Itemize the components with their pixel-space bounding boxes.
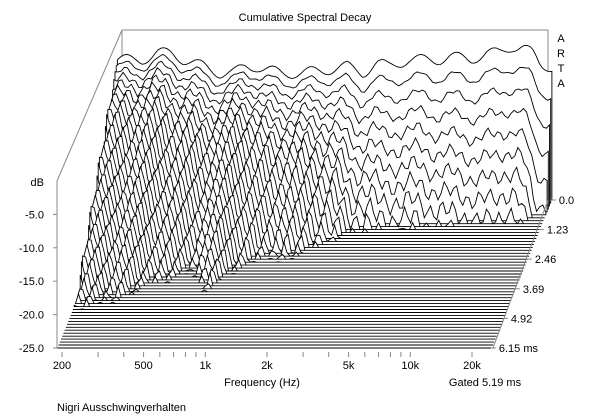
y-tick-label: -25.0 — [19, 343, 44, 355]
x-tick-label: 5k — [343, 360, 355, 372]
z-tick-label: 4.92 — [511, 313, 532, 325]
arta-logo: A R T A — [557, 33, 565, 90]
arta-letter: R — [557, 48, 565, 60]
z-axis — [492, 199, 549, 349]
decay-slice — [73, 297, 509, 308]
y-ticks: -5.0 -10.0 -15.0 -20.0 -25.0 — [19, 209, 57, 355]
decay-slices — [57, 45, 553, 349]
x-tick-label: 2k — [261, 360, 273, 372]
y-tick-label: -15.0 — [19, 276, 44, 288]
decay-slice — [73, 308, 508, 310]
arta-letter: A — [557, 78, 565, 90]
y-tick-label: -5.0 — [25, 209, 44, 221]
arta-letter: T — [558, 63, 565, 75]
decay-slice — [77, 277, 513, 300]
z-tick-label: 0.0 — [559, 195, 574, 207]
decay-slice — [74, 292, 510, 305]
footer-note: Nigri Ausschwingverhalten — [57, 402, 186, 414]
decay-slice — [76, 285, 512, 302]
gated-label: Gated 5.19 ms — [449, 377, 522, 389]
z-tick-label: 2.46 — [535, 254, 556, 266]
depth-edge-left — [56, 29, 123, 182]
x-tick-label: 500 — [134, 360, 152, 372]
decay-slice — [92, 186, 528, 260]
x-axis-label: Frequency (Hz) — [224, 377, 300, 389]
z-tick-label: 6.15 ms — [499, 343, 539, 355]
chart-title: Cumulative Spectral Decay — [239, 12, 372, 24]
y-tick-label: -10.0 — [19, 243, 44, 255]
x-tick-label: 1k — [199, 360, 211, 372]
decay-slice — [78, 273, 514, 296]
z-tick-label: 1.23 — [547, 225, 568, 237]
z-ticks: 0.0 1.23 2.46 3.69 4.92 6.15 ms — [490, 195, 574, 355]
arta-letter: A — [557, 33, 565, 45]
decay-slice — [91, 194, 527, 263]
y-axis-label: dB — [31, 177, 44, 189]
x-tick-label: 10k — [401, 360, 419, 372]
x-tick-label: 200 — [53, 360, 71, 372]
x-tick-label: 20k — [463, 360, 481, 372]
y-tick-label: -20.0 — [19, 310, 44, 322]
z-tick-label: 3.69 — [523, 284, 544, 296]
x-ticks: 200 500 1k 2k 5k 10k 20k — [53, 352, 481, 372]
